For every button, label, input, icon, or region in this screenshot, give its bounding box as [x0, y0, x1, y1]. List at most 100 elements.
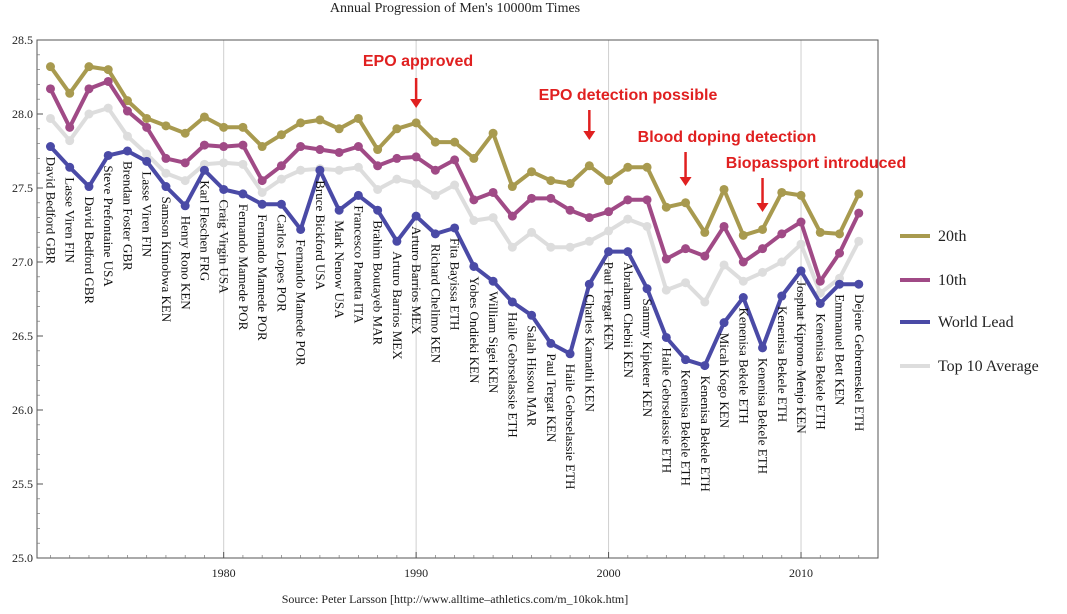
annotation-arrowhead-1990 — [410, 99, 423, 108]
athlete-label-2001: Abraham Chebii KEN — [621, 262, 636, 379]
athlete-label-1974: Steve Prefontaine USA — [101, 165, 116, 287]
point-10th-1979 — [199, 140, 209, 150]
x-tick-label: 2010 — [789, 566, 813, 580]
point-top-10-average-2002 — [642, 221, 652, 231]
point-20th-2003 — [661, 202, 671, 212]
point-10th-1998 — [565, 205, 575, 215]
point-20th-1971 — [45, 62, 55, 72]
y-tick-label: 27.5 — [12, 181, 33, 195]
point-world-lead-1972 — [65, 162, 75, 172]
point-10th-1976 — [142, 122, 152, 132]
point-10th-2005 — [700, 251, 710, 261]
athlete-label-1977: Samson Kimobwa KEN — [159, 197, 174, 323]
point-10th-1983 — [276, 161, 286, 171]
athlete-label-2004: Kenenisa Bekele ETH — [679, 370, 694, 486]
point-top-10-average-1997 — [546, 242, 556, 252]
y-tick-label: 28.0 — [12, 107, 33, 121]
point-10th-2013 — [854, 208, 864, 218]
point-10th-1973 — [84, 84, 94, 94]
point-20th-1994 — [488, 128, 498, 138]
point-world-lead-1997 — [546, 338, 556, 348]
athlete-label-2000: Paul Tergat KEN — [602, 262, 617, 351]
point-world-lead-2012 — [835, 279, 845, 289]
point-top-10-average-2010 — [796, 239, 806, 249]
annotation-1990: EPO approved — [363, 53, 473, 70]
athlete-label-1987: Francesco Panetta ITA — [351, 205, 366, 324]
point-world-lead-1993 — [469, 261, 479, 271]
athlete-label-1975: Brendan Foster GBR — [121, 161, 136, 271]
point-world-lead-1998 — [565, 349, 575, 359]
point-20th-2011 — [815, 227, 825, 237]
annotation-arrowhead-1999 — [583, 131, 596, 140]
point-10th-2001 — [623, 195, 633, 205]
athlete-label-1989: Arturo Barrios MEX — [390, 251, 405, 360]
point-10th-1971 — [45, 84, 55, 94]
point-10th-1981 — [238, 140, 248, 150]
point-top-10-average-1978 — [180, 176, 190, 186]
athlete-label-1982: Fernando Mamede POR — [255, 214, 270, 341]
point-10th-2008 — [758, 244, 768, 254]
point-world-lead-1976 — [142, 156, 152, 166]
point-10th-1995 — [507, 211, 517, 221]
point-world-lead-1980 — [219, 184, 229, 194]
point-10th-1978 — [180, 158, 190, 168]
series-lines — [45, 62, 864, 371]
athlete-label-2007: Kenenisa Bekele ETH — [736, 307, 751, 423]
point-20th-2012 — [835, 229, 845, 239]
point-10th-2012 — [835, 248, 845, 258]
athlete-labels: David Bedford GBR Lasse Viren FIN David Be… — [44, 157, 867, 492]
point-10th-2010 — [796, 217, 806, 227]
point-20th-1982 — [257, 142, 267, 152]
point-10th-1982 — [257, 176, 267, 186]
point-world-lead-2009 — [777, 291, 787, 301]
point-10th-2000 — [604, 207, 614, 217]
point-world-lead-1985 — [315, 165, 325, 175]
point-top-10-average-1971 — [45, 113, 55, 123]
point-top-10-average-1976 — [142, 149, 152, 159]
source-caption: Source: Peter Larsson [http://www.alltim… — [282, 592, 629, 606]
annotation-arrowhead-2004 — [679, 177, 692, 186]
point-10th-1974 — [103, 76, 113, 86]
point-world-lead-2002 — [642, 284, 652, 294]
x-tick-label: 1980 — [212, 566, 236, 580]
point-10th-2006 — [719, 221, 729, 231]
point-world-lead-1990 — [411, 211, 421, 221]
point-top-10-average-1972 — [65, 136, 75, 146]
point-10th-1989 — [392, 153, 402, 163]
athlete-label-1991: Richard Chelimo KEN — [428, 244, 443, 364]
athlete-label-1997: Paul Tergat KEN — [544, 353, 559, 442]
point-10th-1997 — [546, 193, 556, 203]
point-20th-1978 — [180, 128, 190, 138]
point-20th-1986 — [334, 124, 344, 134]
point-world-lead-1973 — [84, 182, 94, 192]
point-world-lead-1979 — [199, 165, 209, 175]
point-world-lead-2000 — [604, 247, 614, 257]
y-tick-label: 25.5 — [12, 477, 33, 491]
athlete-label-2008: Kenenisa Bekele ETH — [755, 358, 770, 474]
point-10th-1977 — [161, 153, 171, 163]
athlete-label-2011: Kenenisa Bekele ETH — [813, 313, 828, 429]
point-10th-2009 — [777, 229, 787, 239]
point-world-lead-1977 — [161, 182, 171, 192]
point-top-10-average-1975 — [122, 131, 132, 141]
x-tick-label: 2000 — [597, 566, 621, 580]
athlete-label-1990: Arturo Barrios MEX — [409, 226, 424, 335]
point-20th-2013 — [854, 189, 864, 199]
point-top-10-average-2011 — [815, 288, 825, 298]
point-10th-1999 — [584, 213, 594, 223]
point-world-lead-1971 — [45, 142, 55, 152]
y-tick-label: 27.0 — [12, 255, 33, 269]
point-20th-1975 — [122, 96, 132, 106]
point-20th-1983 — [276, 130, 286, 140]
point-20th-1988 — [373, 145, 383, 155]
point-20th-1991 — [430, 137, 440, 147]
point-10th-1990 — [411, 152, 421, 162]
point-world-lead-1978 — [180, 201, 190, 211]
x-tick-label: 1990 — [404, 566, 428, 580]
point-top-10-average-1989 — [392, 174, 402, 184]
annotations: EPO approved EPO detection possible Blood … — [363, 53, 906, 212]
point-top-10-average-1988 — [373, 184, 383, 194]
y-tick-label: 26.5 — [12, 329, 33, 343]
point-top-10-average-1980 — [219, 158, 229, 168]
point-top-10-average-1991 — [430, 190, 440, 200]
